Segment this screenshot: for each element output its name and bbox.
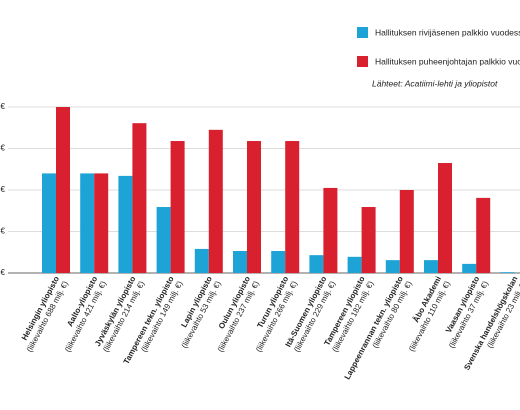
y-tick-label: 20 000 €: [0, 185, 6, 194]
bar: [132, 123, 147, 273]
x-tick-label-group: Helsingin yliopisto(liikevaihto 688 milj…: [20, 275, 70, 354]
y-tick-label: 0 €: [0, 268, 6, 277]
bar: [56, 107, 70, 273]
legend-swatch: [357, 56, 368, 67]
bar: [309, 255, 324, 273]
bar: [118, 175, 133, 273]
bar: [462, 263, 477, 273]
bar: [323, 187, 338, 273]
bar: [399, 190, 414, 273]
bar: [361, 207, 376, 273]
bar: [42, 173, 56, 273]
legend-label: Hallituksen rivijäsenen palkkio vuodessa: [375, 27, 520, 37]
bar: [347, 256, 362, 273]
bar: [247, 141, 261, 273]
bar: [194, 248, 209, 273]
bar: [271, 251, 286, 273]
bar: [170, 141, 185, 273]
source-note: Lähteet: Acatiimi-lehti ja yliopistot: [372, 78, 498, 88]
bar: [80, 173, 95, 273]
bar: [438, 163, 452, 273]
bar: [233, 251, 247, 273]
bar: [476, 197, 491, 273]
bar: [424, 260, 438, 273]
bar: [285, 141, 300, 273]
bar: [94, 173, 109, 273]
bar: [156, 207, 171, 273]
legend-label: Hallituksen puheenjohtajan palkkio vuode…: [375, 56, 520, 66]
y-tick-label: 40 000 €: [0, 102, 6, 111]
bar: [208, 129, 223, 273]
y-tick-label: 10 000 €: [0, 227, 6, 236]
legend-swatch: [357, 27, 368, 38]
y-tick-label: 30 000 €: [0, 144, 6, 153]
bar: [385, 260, 400, 273]
bar: [500, 272, 515, 273]
